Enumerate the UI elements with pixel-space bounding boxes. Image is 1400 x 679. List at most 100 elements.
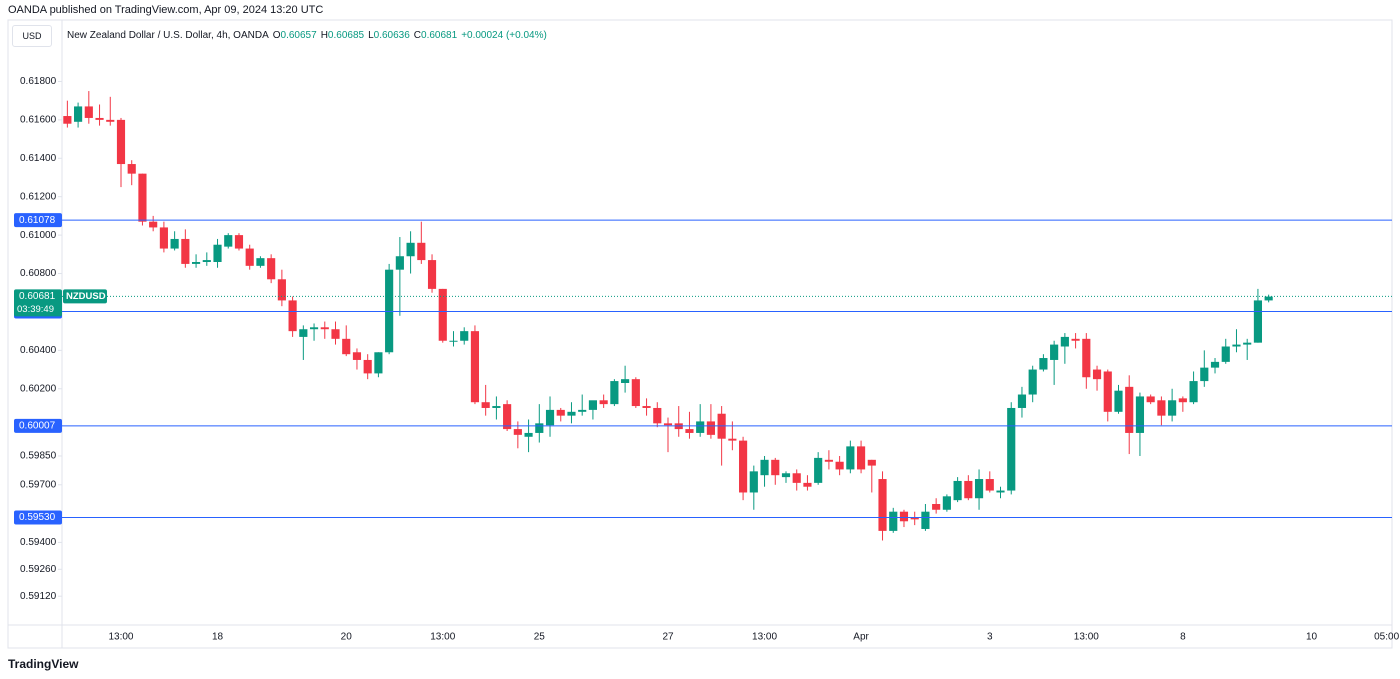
price-tag-label: 0.60007 bbox=[19, 420, 56, 431]
candle-body bbox=[191, 262, 201, 264]
candle-body bbox=[84, 106, 93, 118]
candle-body bbox=[621, 379, 630, 383]
candle-body bbox=[706, 421, 715, 435]
candle-body bbox=[1264, 296, 1273, 301]
candle-body bbox=[374, 352, 383, 374]
candle-body bbox=[1178, 398, 1187, 403]
candle-body bbox=[309, 327, 319, 330]
candle-body bbox=[996, 490, 1005, 493]
x-tick-label: 3 bbox=[987, 632, 993, 643]
candle-body bbox=[438, 288, 447, 341]
candle-body bbox=[460, 331, 469, 341]
candle-body bbox=[1253, 300, 1263, 343]
candle-body bbox=[288, 300, 297, 332]
y-tick-label: 0.61000 bbox=[20, 230, 57, 241]
candle-body bbox=[331, 329, 340, 339]
candle-body bbox=[803, 482, 812, 487]
candle-body bbox=[181, 238, 190, 264]
y-tick-label: 0.59120 bbox=[20, 591, 57, 602]
candle-body bbox=[814, 457, 823, 483]
candle-body bbox=[95, 117, 104, 120]
ohlc-key: O bbox=[272, 30, 281, 41]
countdown: 03:39:49 bbox=[17, 304, 54, 315]
ohlc-value: 0.60685 bbox=[327, 30, 365, 41]
candle-body bbox=[170, 238, 179, 249]
y-tick-label: 0.59260 bbox=[20, 564, 57, 575]
candle-body bbox=[535, 423, 544, 433]
candle-body bbox=[1007, 407, 1016, 491]
candle-body bbox=[588, 400, 598, 410]
y-tick-label: 0.60200 bbox=[20, 383, 57, 394]
footer-logo: TradingView bbox=[8, 657, 78, 671]
candle-body bbox=[1039, 358, 1048, 370]
currency-button[interactable]: USD bbox=[12, 25, 52, 47]
y-tick-label: 0.61600 bbox=[20, 115, 57, 126]
candle-body bbox=[1210, 361, 1220, 368]
candle-body bbox=[63, 116, 72, 124]
candle-body bbox=[856, 446, 866, 470]
candle-body bbox=[1168, 400, 1177, 416]
current-price-label: 0.60681 bbox=[19, 291, 56, 302]
candle-body bbox=[578, 409, 587, 412]
frame bbox=[7, 19, 1393, 649]
candle-body bbox=[1146, 396, 1155, 403]
candle-body bbox=[760, 459, 769, 476]
candle-body bbox=[1092, 369, 1102, 380]
candle-body bbox=[942, 496, 951, 510]
candle-body bbox=[202, 260, 211, 262]
candle-body bbox=[503, 404, 512, 430]
candle-body bbox=[1103, 371, 1112, 412]
candle-body bbox=[149, 221, 158, 228]
candle-body bbox=[846, 446, 855, 470]
x-tick-label: 10 bbox=[1306, 632, 1318, 643]
y-tick-label: 0.61200 bbox=[20, 191, 57, 202]
x-tick-label: Apr bbox=[853, 632, 869, 643]
ohlc-value: 0.60657 bbox=[280, 30, 317, 41]
price-tag-label: 0.59530 bbox=[19, 512, 56, 523]
candle-body bbox=[1114, 390, 1123, 412]
y-tick-label: 0.60400 bbox=[20, 345, 57, 356]
candle-body bbox=[899, 511, 909, 522]
y-tick-label: 0.59850 bbox=[20, 451, 57, 462]
candle-body bbox=[320, 327, 329, 330]
y-tick-label: 0.60800 bbox=[20, 268, 57, 279]
candle-body bbox=[1071, 338, 1080, 341]
candle-body bbox=[653, 407, 662, 424]
candle-body bbox=[277, 279, 286, 301]
x-tick-label: 13:00 bbox=[752, 632, 777, 643]
candle-body bbox=[985, 479, 994, 491]
y-tick-label: 0.59700 bbox=[20, 479, 57, 490]
symbol-title: New Zealand Dollar / U.S. Dollar, 4h, OA… bbox=[67, 30, 269, 41]
candle-body bbox=[481, 402, 490, 408]
symbol-tag bbox=[63, 289, 107, 304]
candle-body bbox=[545, 409, 555, 426]
candle-body bbox=[867, 459, 876, 466]
ohlc-key: C bbox=[413, 30, 422, 41]
candle-body bbox=[1028, 369, 1037, 395]
candle-body bbox=[385, 269, 394, 353]
x-tick-label: 18 bbox=[212, 632, 224, 643]
candle-body bbox=[642, 406, 651, 408]
logo-text: TradingView bbox=[8, 657, 79, 671]
candle-body bbox=[663, 423, 673, 426]
candle-body bbox=[610, 381, 619, 405]
ohlc-value: 0.60681 bbox=[421, 30, 458, 41]
candle-body bbox=[406, 242, 415, 257]
candle-body bbox=[513, 429, 522, 435]
candle-body bbox=[138, 173, 147, 222]
candle-body bbox=[631, 379, 640, 407]
candle-body bbox=[921, 511, 930, 529]
candle-body bbox=[1221, 346, 1230, 362]
ohlc-key: L bbox=[368, 30, 374, 41]
candle-body bbox=[342, 338, 351, 355]
candle-body bbox=[974, 479, 984, 499]
candle-body bbox=[213, 244, 222, 262]
candle-body bbox=[1082, 338, 1091, 378]
candle-body bbox=[427, 260, 437, 289]
candle-body bbox=[781, 473, 791, 478]
candle-body bbox=[299, 329, 308, 337]
candle-body bbox=[953, 480, 962, 501]
candle-body bbox=[234, 235, 244, 249]
ohlc-key: H bbox=[320, 30, 328, 41]
